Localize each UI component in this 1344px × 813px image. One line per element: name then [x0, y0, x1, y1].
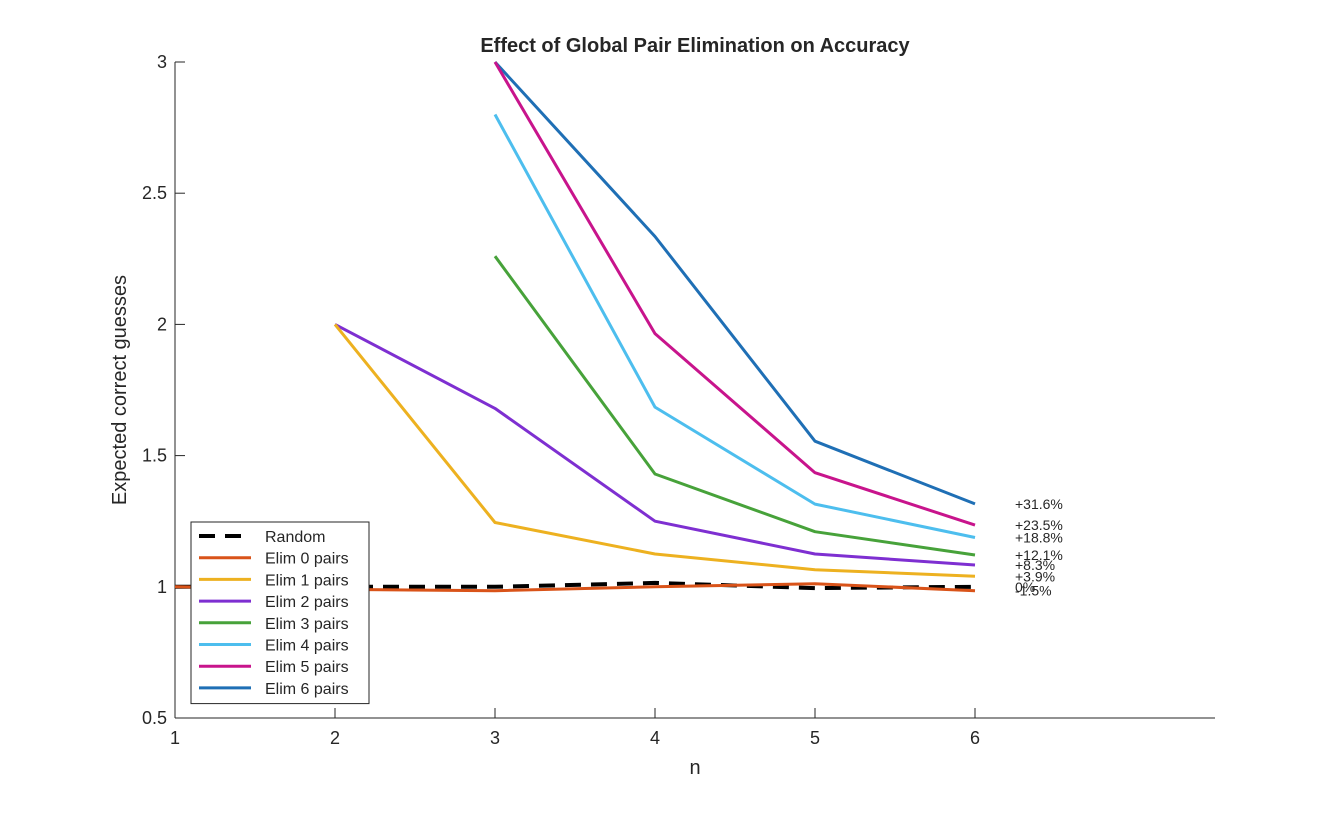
y-tick-label: 2 [157, 314, 167, 334]
percent-annotation: +12.1% [1015, 547, 1063, 563]
legend-label: Elim 2 pairs [265, 594, 349, 611]
percent-annotation: +31.6% [1015, 496, 1063, 512]
x-tick-label: 4 [650, 728, 660, 748]
legend-label: Elim 5 pairs [265, 659, 349, 676]
legend-label: Random [265, 529, 325, 546]
annotation-layer: +31.6% +23.5%+18.8% +12.1%+8.3%+3.9%0%-1.5… [1015, 496, 1063, 599]
legend-label: Elim 0 pairs [265, 551, 349, 568]
x-tick-label: 5 [810, 728, 820, 748]
axes: 0.511.522.531 2 3 4 5 6 [142, 52, 1215, 748]
series-layer [174, 60, 976, 593]
y-tick-label: 1.5 [142, 446, 167, 466]
percent-annotation: -1.5% [1015, 583, 1052, 599]
x-axis-label: n [689, 757, 700, 779]
percent-annotation: 0% [1015, 579, 1035, 595]
series-line-elim-3-pairs [493, 255, 976, 557]
percent-annotation: +23.5% [1015, 517, 1063, 533]
legend: Random Elim 0 pairs Elim 1 pairs Elim 2 pai… [190, 521, 370, 705]
y-tick-label: 2.5 [142, 183, 167, 203]
series-line-elim-2-pairs [334, 323, 976, 567]
legend-box [190, 521, 370, 705]
percent-annotation: +8.3% [1015, 557, 1055, 573]
legend-label: Elim 3 pairs [265, 616, 349, 633]
y-tick-label: 3 [157, 52, 167, 72]
percent-annotation: +3.9% [1015, 568, 1055, 584]
y-tick-label: 0.5 [142, 708, 167, 728]
series-line-elim-4-pairs [493, 113, 976, 539]
series-line-elim-5-pairs [493, 61, 976, 527]
legend-label: Elim 1 pairs [265, 572, 349, 589]
x-tick-label: 2 [330, 728, 340, 748]
legend-label: Elim 6 pairs [265, 681, 349, 698]
series-line-elim-1-pairs [333, 323, 976, 578]
y-tick-label: 1 [157, 577, 167, 597]
series-line-elim-6-pairs [493, 60, 976, 506]
y-axis-label: Expected correct guesses [109, 275, 131, 505]
legend-label: Elim 4 pairs [265, 638, 349, 655]
percent-annotation: +18.8% [1015, 529, 1063, 545]
x-tick-label: 6 [970, 728, 980, 748]
x-tick-label: 3 [490, 728, 500, 748]
chart-title: Effect of Global Pair Elimination on Acc… [480, 35, 910, 57]
x-tick-label: 1 [170, 728, 180, 748]
